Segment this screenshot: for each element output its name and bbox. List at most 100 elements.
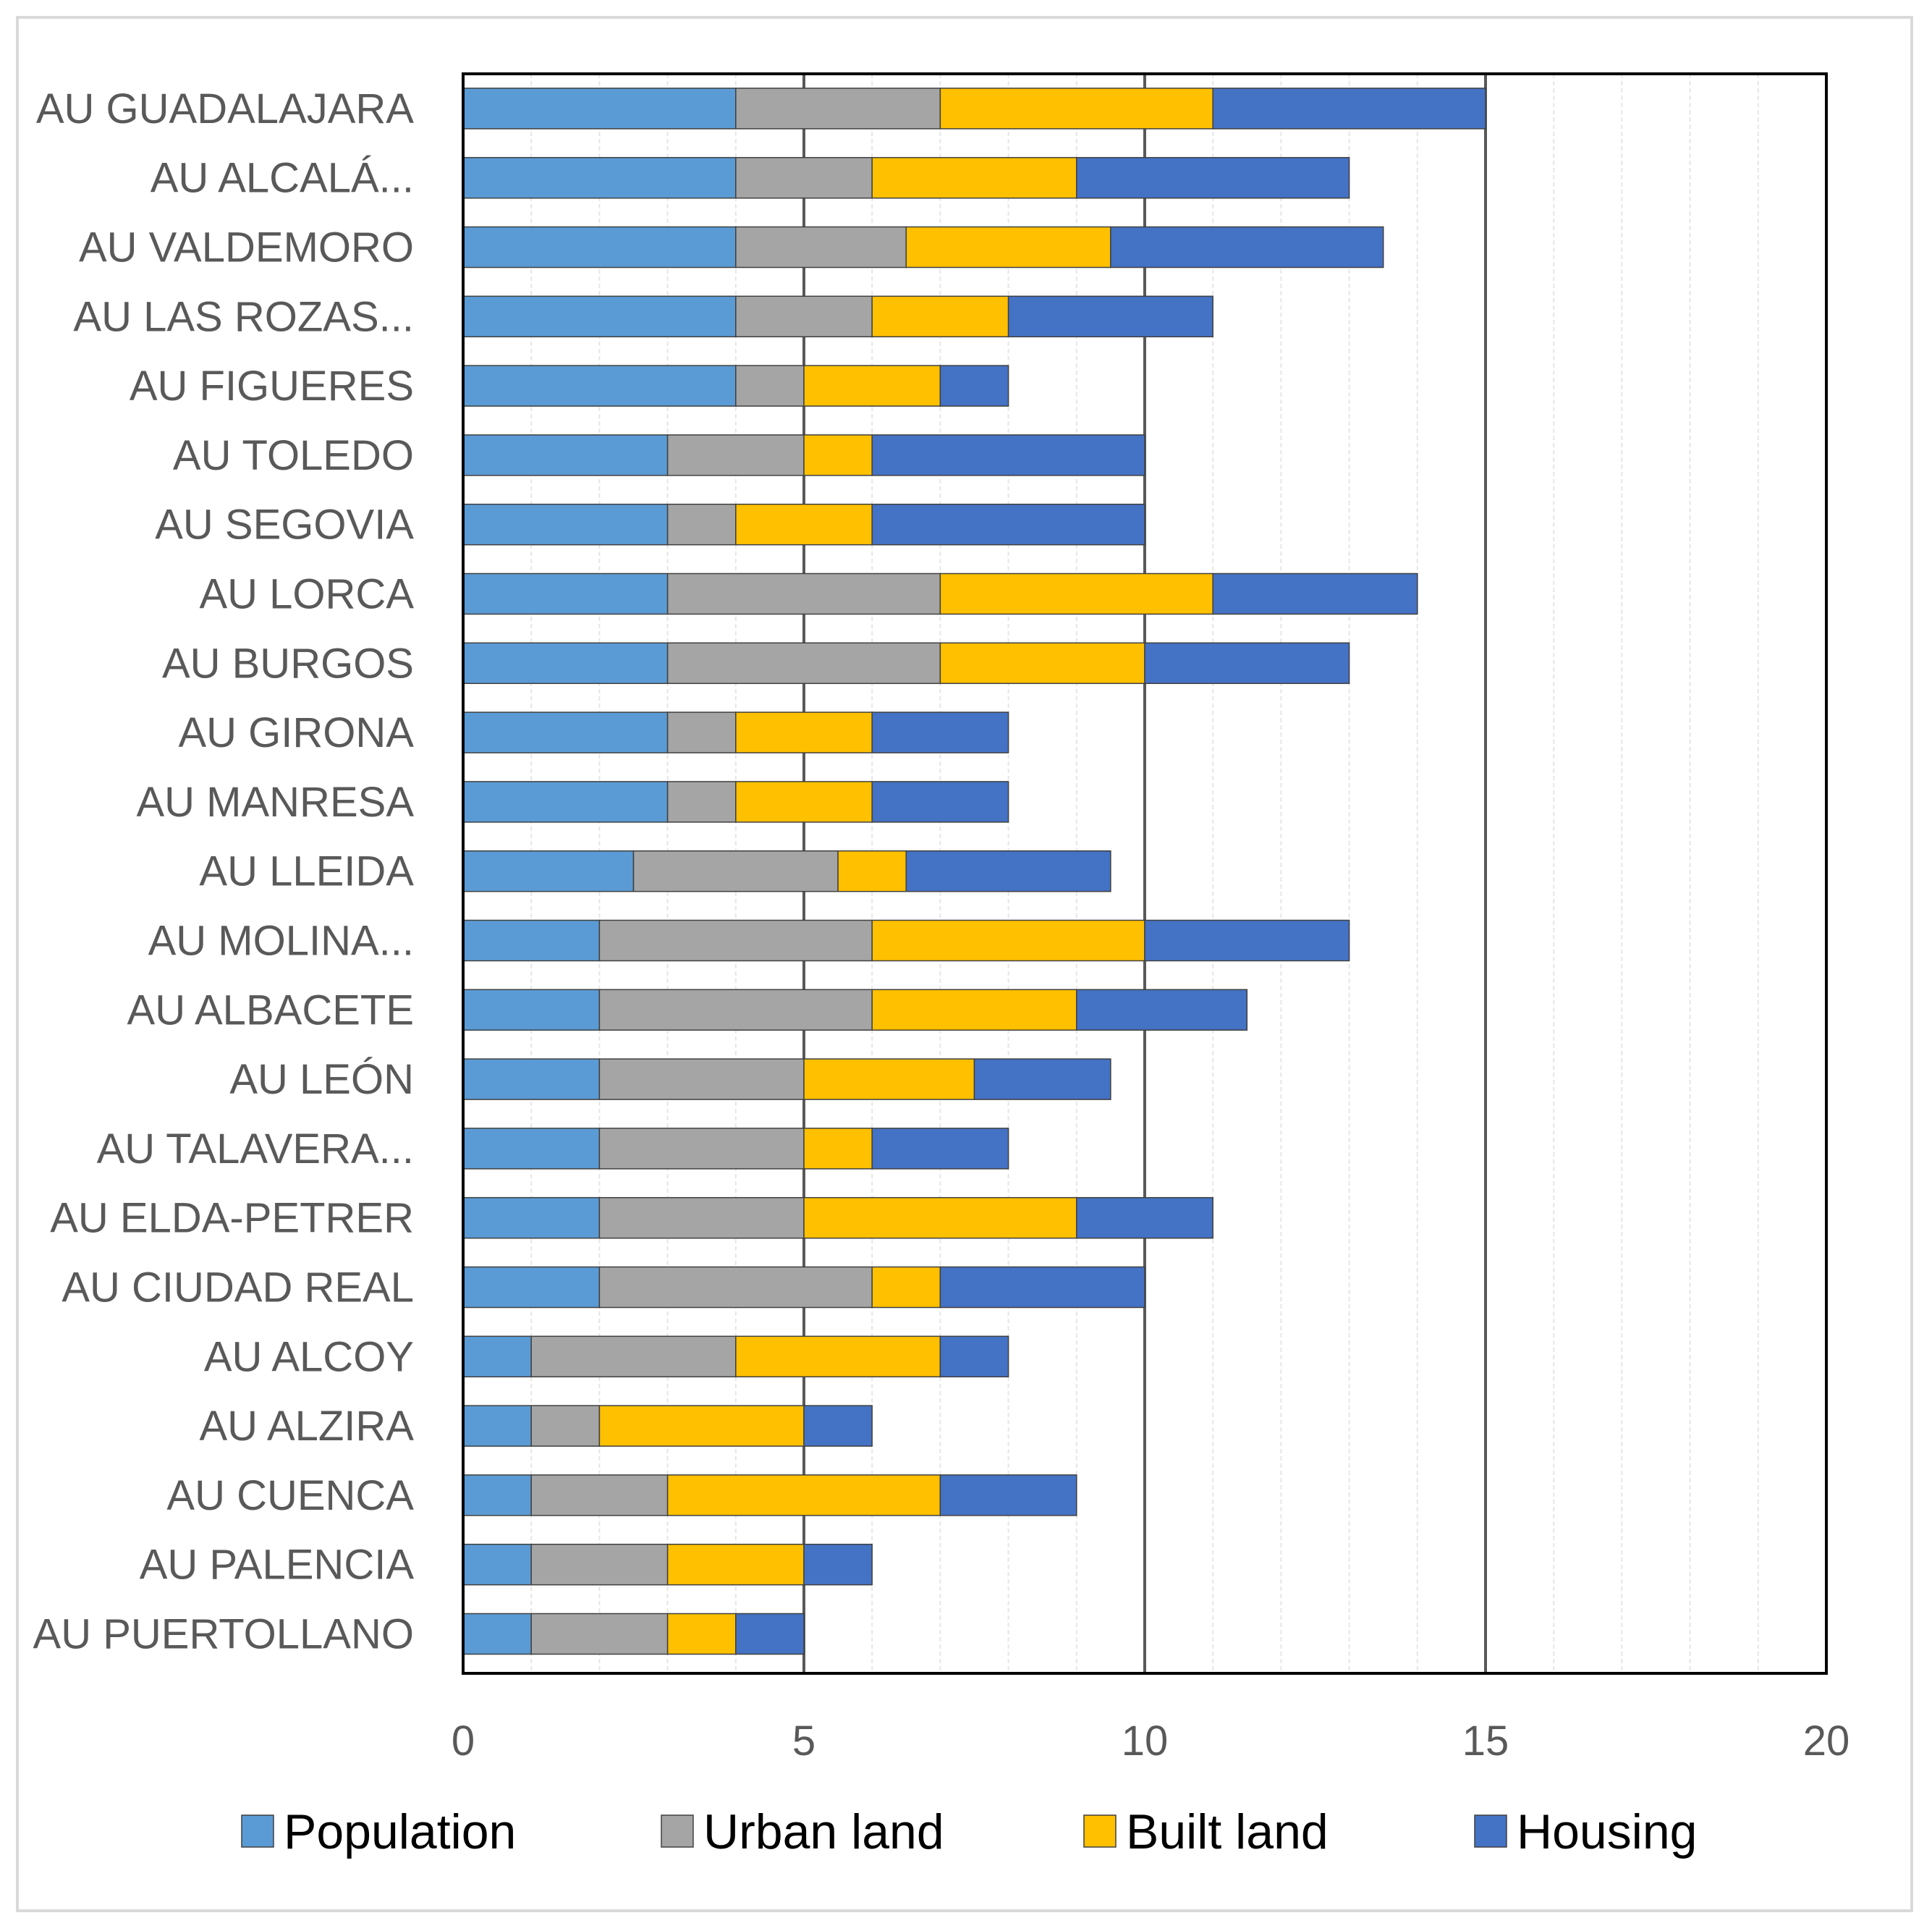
bar-segment-housing bbox=[871, 434, 1145, 476]
category-label: AU LAS ROZAS... bbox=[73, 293, 414, 340]
category-label: AU ALCOY bbox=[204, 1333, 414, 1380]
bar-segment-population bbox=[462, 919, 601, 962]
bar-segment-population bbox=[462, 503, 669, 546]
bar-segment-built-land bbox=[666, 1613, 737, 1655]
category-label: AU FIGUERES bbox=[130, 363, 414, 410]
bar-segment-housing bbox=[803, 1405, 873, 1447]
plot-area-border bbox=[462, 72, 1828, 1675]
bar-segment-housing bbox=[871, 711, 1009, 753]
bar-segment-urban-land bbox=[735, 365, 805, 407]
bar-segment-population bbox=[462, 226, 737, 269]
bar-segment-built-land bbox=[871, 156, 1077, 199]
bar-segment-housing bbox=[1076, 156, 1350, 199]
legend-label: Housing bbox=[1517, 1804, 1698, 1859]
category-label: AU ELDA-PETRER bbox=[50, 1195, 414, 1242]
bar-segment-built-land bbox=[735, 503, 873, 546]
bar-segment-urban-land bbox=[666, 434, 805, 476]
category-label: AU ALCALÁ... bbox=[151, 155, 414, 202]
x-tick-label: 20 bbox=[1803, 1717, 1850, 1765]
category-label: AU TOLEDO bbox=[173, 432, 414, 479]
category-label: AU GIRONA bbox=[179, 709, 415, 756]
labels-layer: AU GUADALAJARA AU ALCALÁ... AU VALDEMORO AU… bbox=[33, 85, 1850, 1765]
bar-segment-population bbox=[462, 365, 737, 407]
bar-segment-built-land bbox=[871, 919, 1145, 962]
bar-segment-housing bbox=[973, 1058, 1111, 1100]
category-label: AU VALDEMORO bbox=[79, 224, 414, 271]
bar-segment-built-land bbox=[803, 1058, 975, 1100]
bar-segment-built-land bbox=[871, 1266, 941, 1309]
bar-segment-built-land bbox=[735, 711, 873, 753]
bar-segment-built-land bbox=[803, 365, 941, 407]
bar-segment-housing bbox=[1110, 226, 1384, 269]
bar-segment-urban-land bbox=[666, 781, 737, 823]
bar-segment-housing bbox=[939, 365, 1009, 407]
bar-segment-housing bbox=[939, 1335, 1009, 1378]
bar-segment-built-land bbox=[803, 1196, 1077, 1239]
bar-segment-built-land bbox=[939, 88, 1213, 130]
legend-item: Built land bbox=[1083, 1804, 1329, 1859]
bar-segment-built-land bbox=[939, 572, 1213, 615]
bar-segment-housing bbox=[735, 1613, 805, 1655]
bar-segment-built-land bbox=[871, 989, 1077, 1031]
bar-segment-urban-land bbox=[530, 1613, 669, 1655]
bar-segment-population bbox=[462, 1196, 601, 1239]
legend: Population Urban land Built land Housing bbox=[241, 1804, 1698, 1859]
x-tick-label: 0 bbox=[452, 1717, 475, 1765]
bar-segment-urban-land bbox=[666, 572, 941, 615]
bar-segment-urban-land bbox=[735, 226, 907, 269]
category-label: AU SEGOVIA bbox=[155, 502, 414, 549]
bar-segment-built-land bbox=[735, 1335, 941, 1378]
bar-segment-urban-land bbox=[598, 919, 873, 962]
bar-segment-urban-land bbox=[598, 989, 873, 1031]
bar-segment-urban-land bbox=[666, 711, 737, 753]
bar-segment-population bbox=[462, 1405, 532, 1447]
bar-segment-urban-land bbox=[735, 295, 873, 338]
bar-segment-urban-land bbox=[530, 1405, 601, 1447]
bar-segment-built-land bbox=[666, 1543, 805, 1586]
bar-segment-urban-land bbox=[530, 1474, 669, 1516]
bar-segment-housing bbox=[939, 1474, 1077, 1516]
bar-segment-urban-land bbox=[598, 1266, 873, 1309]
bar-segment-housing bbox=[1144, 642, 1350, 685]
bar-segment-housing bbox=[1212, 572, 1418, 615]
bar-segment-population bbox=[462, 850, 635, 892]
category-label: AU ALZIRA bbox=[199, 1403, 414, 1450]
bar-segment-population bbox=[462, 434, 669, 476]
bar-segment-urban-land bbox=[598, 1058, 805, 1100]
legend-label: Built land bbox=[1126, 1804, 1329, 1859]
x-tick-label: 10 bbox=[1122, 1717, 1169, 1765]
bar-segment-housing bbox=[939, 1266, 1145, 1309]
bar-segment-population bbox=[462, 711, 669, 753]
legend-swatch bbox=[661, 1814, 694, 1848]
category-label: AU TALAVERA... bbox=[97, 1125, 414, 1172]
legend-item: Urban land bbox=[661, 1804, 944, 1859]
category-label: AU LEÓN bbox=[229, 1056, 414, 1103]
bar-segment-population bbox=[462, 295, 737, 338]
legend-swatch bbox=[241, 1814, 274, 1848]
bar-segment-housing bbox=[1144, 919, 1350, 962]
legend-item: Population bbox=[241, 1804, 516, 1859]
axis-layer bbox=[462, 72, 1828, 1675]
bar-segment-built-land bbox=[837, 850, 907, 892]
category-label: AU MANRESA bbox=[136, 779, 414, 826]
bar-segment-urban-land bbox=[666, 503, 737, 546]
bar-segment-urban-land bbox=[735, 88, 941, 130]
bar-segment-population bbox=[462, 1058, 601, 1100]
bar-segment-population bbox=[462, 572, 669, 615]
bars-layer bbox=[462, 88, 1486, 1655]
category-label: AU PALENCIA bbox=[140, 1542, 415, 1589]
bar-segment-population bbox=[462, 781, 669, 823]
category-label: AU PUERTOLLANO bbox=[33, 1611, 414, 1658]
bar-segment-population bbox=[462, 989, 601, 1031]
category-label: AU MOLINA... bbox=[148, 918, 414, 965]
category-label: AU CUENCA bbox=[166, 1472, 414, 1519]
bar-segment-urban-land bbox=[598, 1128, 805, 1170]
x-tick-label: 5 bbox=[792, 1717, 815, 1765]
legend-label: Urban land bbox=[703, 1804, 944, 1859]
bar-segment-built-land bbox=[939, 642, 1145, 685]
bar-segment-population bbox=[462, 642, 669, 685]
bar-segment-built-land bbox=[735, 781, 873, 823]
bar-segment-population bbox=[462, 1613, 532, 1655]
bar-segment-urban-land bbox=[735, 156, 873, 199]
